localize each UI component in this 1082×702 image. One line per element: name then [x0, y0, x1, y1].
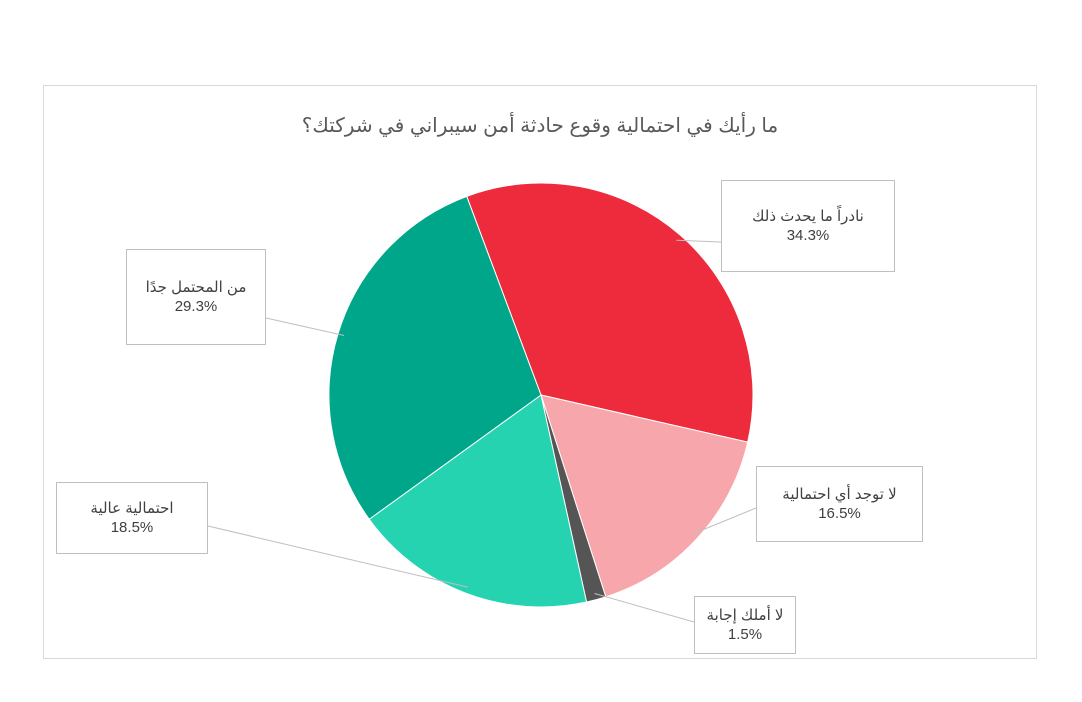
chart-title: ما رأيك في احتمالية وقوع حادثة أمن سيبرا…: [301, 115, 779, 137]
data-label-category: احتمالية عالية: [90, 500, 174, 517]
data-label-value: 34.3%: [786, 227, 830, 244]
data-label-value: 1.5%: [727, 626, 763, 643]
data-label-value: 16.5%: [818, 505, 861, 522]
data-label-value: 18.5%: [110, 519, 154, 536]
pie-slice-1: [540, 394, 749, 598]
data-label-4: من المحتمل جدًا 29.3%: [126, 249, 266, 345]
pie-slice-0: [466, 182, 754, 443]
pie-slice-3: [368, 394, 588, 608]
leader-line-1: [692, 507, 757, 535]
data-label-category: لا توجد أي احتمالية: [782, 486, 897, 503]
data-label-category: من المحتمل جدًا: [145, 279, 247, 296]
leader-line-0: [676, 239, 722, 243]
data-label-1: لا توجد أي احتمالية 16.5%: [756, 466, 923, 542]
data-label-3: احتمالية عالية 18.5%: [56, 482, 208, 554]
leader-line-3: [207, 525, 468, 588]
data-label-category: لا أملك إجابة: [706, 607, 784, 624]
data-label-0: نادراً ما يحدث ذلك 34.3%: [721, 180, 895, 272]
data-label-category: نادراً ما يحدث ذلك: [752, 208, 864, 225]
leader-line-4: [265, 317, 345, 337]
data-label-2: لا أملك إجابة 1.5%: [694, 596, 796, 654]
data-label-value: 29.3%: [174, 298, 218, 315]
leader-line-2: [594, 593, 695, 623]
